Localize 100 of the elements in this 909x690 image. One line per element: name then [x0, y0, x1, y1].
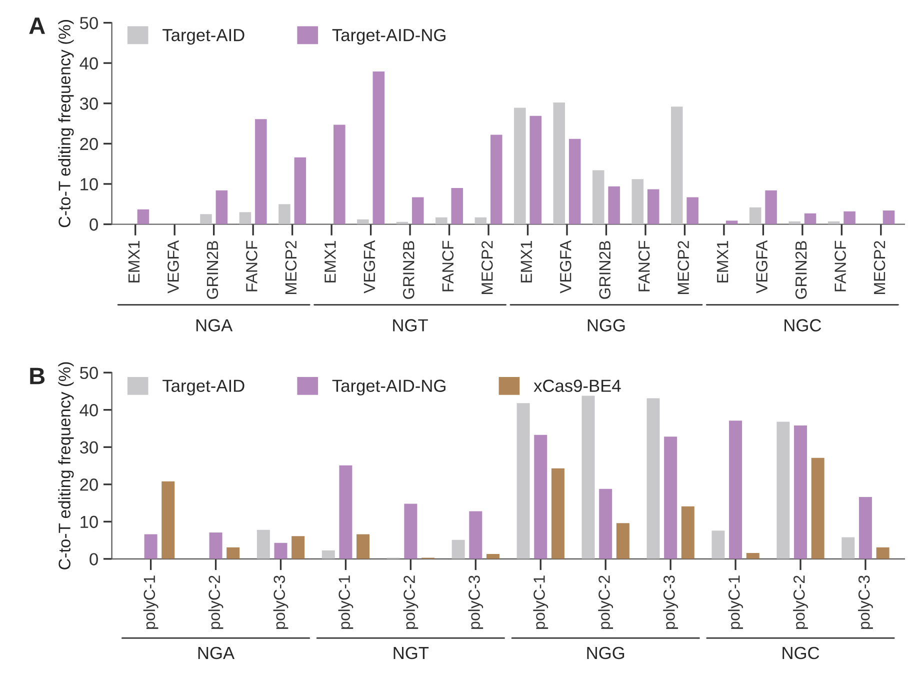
bar [436, 217, 448, 224]
bar [255, 119, 267, 224]
bar [765, 190, 777, 224]
x-tick-label: polyC-3 [273, 576, 288, 629]
bar [712, 530, 725, 559]
bar [404, 504, 418, 559]
x-tick-label: polyC-2 [403, 576, 418, 629]
x-tick-label: FANCF [442, 240, 454, 292]
bar [412, 197, 424, 224]
x-tick-label: EMX1 [324, 241, 336, 282]
bar [334, 124, 346, 224]
x-tick-label: EMX1 [128, 241, 140, 282]
bar [516, 403, 530, 559]
x-tick-label: polyC-1 [728, 576, 743, 629]
x-tick-label: GRIN2B [403, 241, 414, 299]
y-tick-label: 0 [90, 218, 98, 231]
x-tick-label: MECP2 [874, 241, 886, 294]
chart-title: A [29, 18, 46, 34]
text: NGA [196, 319, 233, 332]
legend-label: xCas9-BE4 [534, 380, 621, 392]
y-axis-title: C-to-T editing frequency (%) [58, 20, 74, 228]
bar [209, 532, 222, 559]
x-tick-label: MECP2 [678, 241, 689, 294]
bar [452, 540, 465, 559]
bar [686, 197, 698, 224]
bar [729, 420, 742, 559]
text: NGC [782, 646, 820, 660]
bar [216, 190, 228, 224]
bar [776, 422, 790, 559]
bar [144, 534, 158, 559]
bar [616, 523, 630, 559]
bar [599, 488, 612, 559]
text: NGT [393, 319, 428, 332]
bar [553, 102, 566, 224]
legend-label: Target-AID [162, 380, 244, 396]
y-tick-label: 10 [80, 178, 98, 190]
x-tick-label: FANCF [638, 240, 650, 292]
bar [749, 207, 762, 224]
bar [490, 134, 502, 224]
bar [608, 186, 620, 224]
bar [746, 552, 760, 559]
bar [514, 108, 526, 224]
bar [356, 534, 370, 559]
y-tick-label: 30 [80, 441, 98, 454]
bar [664, 436, 678, 559]
bar [292, 536, 305, 559]
bar [876, 547, 890, 559]
y-tick-label: 30 [80, 98, 98, 110]
bar [357, 219, 369, 224]
bar [372, 72, 385, 224]
bar [137, 209, 150, 224]
x-tick-label: EMX1 [717, 241, 728, 282]
x-tick-label: GRIN2B [206, 241, 218, 299]
x-tick-label: polyC-2 [208, 576, 224, 629]
bar [632, 179, 644, 224]
bar [469, 511, 482, 559]
bar [226, 547, 240, 559]
bar [322, 550, 335, 559]
x-tick-label: polyC-3 [663, 576, 678, 629]
x-tick-label: VEGFA [560, 240, 572, 294]
bar [788, 221, 800, 224]
text: NGG [588, 319, 625, 332]
bar [256, 530, 270, 559]
legend-label: Target-AID-NG [332, 380, 446, 396]
bar [294, 157, 306, 224]
bar [681, 506, 694, 559]
x-tick-label: polyC-1 [533, 576, 548, 629]
text: NGG [587, 646, 624, 660]
bar [162, 481, 175, 559]
y-tick-label: 20 [80, 478, 98, 491]
x-tick-label: polyC-3 [468, 576, 484, 629]
y-tick-label: 20 [80, 138, 98, 150]
bar [858, 497, 872, 559]
bar [274, 542, 288, 559]
bar [568, 138, 581, 224]
y-tick-label: 40 [80, 57, 98, 70]
y-axis-title: C-to-T editing frequency (%) [58, 362, 74, 570]
bar [486, 554, 500, 559]
x-tick-label: polyC-2 [793, 576, 808, 629]
y-tick-label: 40 [80, 404, 98, 416]
x-tick-label: FANCF [246, 240, 258, 292]
legend-label: Target-AID-NG [332, 28, 446, 45]
bar [794, 426, 807, 559]
y-tick-label: 50 [80, 16, 98, 30]
bar [530, 116, 542, 224]
bar [239, 212, 252, 224]
chart-title: B [30, 368, 45, 384]
legend-label: Target-AID [162, 29, 244, 45]
y-tick-label: 0 [90, 553, 98, 566]
bar [804, 213, 816, 224]
x-tick-label: MECP2 [481, 241, 493, 294]
y-tick-label: 10 [80, 516, 98, 528]
y-tick-label: 50 [80, 366, 98, 380]
bar [582, 396, 595, 559]
x-tick-label: MECP2 [285, 241, 297, 294]
bar [551, 468, 564, 559]
bar [534, 434, 548, 559]
x-tick-label: GRIN2B [599, 241, 611, 299]
text: NGC [784, 319, 822, 332]
x-tick-label: polyC-1 [143, 576, 158, 629]
